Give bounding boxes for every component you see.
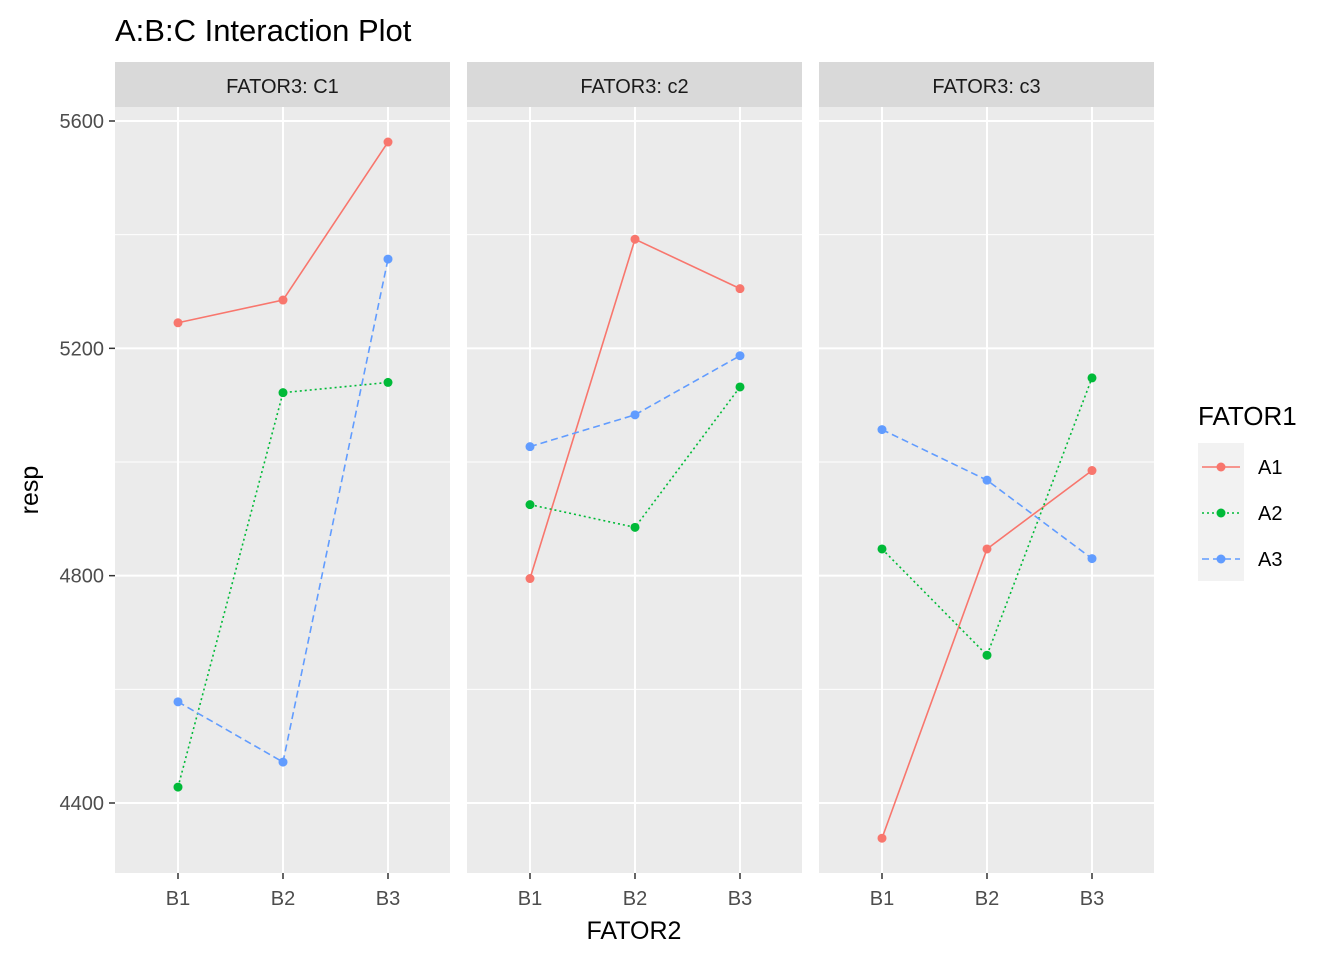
facet-panel: FATOR3: C1 B1 B2 B3 — [115, 62, 450, 910]
x-tick-label: B3 — [728, 888, 752, 910]
data-point-a1 — [525, 574, 535, 584]
legend-key-point-a3 — [1216, 554, 1226, 564]
data-point-a1 — [278, 295, 288, 305]
legend-label-a2: A2 — [1258, 503, 1282, 525]
data-point-a1 — [383, 137, 393, 147]
data-point-a1 — [735, 284, 745, 294]
data-point-a1 — [173, 318, 183, 328]
data-point-a2 — [383, 377, 393, 387]
x-tick-label: B1 — [166, 888, 190, 910]
data-point-a1 — [630, 234, 640, 244]
y-tick-label: 5200 — [60, 338, 105, 360]
legend-label-a1: A1 — [1258, 457, 1282, 479]
x-tick-label: B3 — [1080, 888, 1104, 910]
data-point-a3 — [630, 410, 640, 420]
data-point-a2 — [877, 544, 887, 554]
legend: FATOR1 A1 A2 A3 — [1198, 401, 1297, 581]
facet-strip-label: FATOR3: c3 — [932, 76, 1040, 98]
x-tick-label: B2 — [623, 888, 647, 910]
data-point-a3 — [877, 425, 887, 435]
series-line-a2 — [177, 381, 389, 788]
data-point-a2 — [982, 650, 992, 660]
facet-strip — [467, 62, 802, 107]
x-tick-label: B2 — [975, 888, 999, 910]
data-point-a1 — [982, 544, 992, 554]
data-point-a3 — [525, 442, 535, 452]
facet-strip-label: FATOR3: C1 — [226, 76, 339, 98]
data-point-a2 — [1087, 373, 1097, 383]
facet-strip — [115, 62, 450, 107]
facet-strip — [819, 62, 1154, 107]
data-point-a3 — [982, 475, 992, 485]
legend-key-point-a2 — [1216, 508, 1226, 518]
x-tick-label: B1 — [870, 888, 894, 910]
x-tick-label: B2 — [271, 888, 295, 910]
chart-title: A:B:C Interaction Plot — [115, 13, 412, 48]
data-point-a2 — [173, 782, 183, 792]
data-point-a3 — [735, 351, 745, 361]
legend-title: FATOR1 — [1198, 401, 1297, 431]
data-point-a3 — [383, 254, 393, 264]
data-point-a1 — [877, 833, 887, 843]
data-point-a2 — [525, 500, 535, 510]
y-axis-title: resp — [16, 466, 44, 515]
x-tick-label: B1 — [518, 888, 542, 910]
y-tick-label: 5600 — [60, 111, 105, 133]
y-tick-label: 4800 — [60, 566, 105, 588]
x-tick-label: B3 — [376, 888, 400, 910]
data-point-a1 — [1087, 466, 1097, 476]
data-point-a2 — [278, 388, 288, 398]
data-point-a3 — [1087, 554, 1097, 564]
facet-panel: FATOR3: c2 B1 B2 B3 — [467, 62, 802, 910]
data-point-a3 — [278, 757, 288, 767]
series-line-a2 — [529, 386, 741, 529]
y-tick-label: 4400 — [60, 793, 105, 815]
facet-panel: FATOR3: c3 B1 B2 B3 — [819, 62, 1154, 910]
y-axis: 4400 4800 5200 5600 — [60, 111, 115, 815]
legend-label-a3: A3 — [1258, 549, 1282, 571]
facet-strip-label: FATOR3: c2 — [580, 76, 688, 98]
data-point-a2 — [735, 382, 745, 392]
series-line-a3 — [529, 355, 741, 448]
data-point-a2 — [630, 522, 640, 532]
x-axis-title: FATOR2 — [587, 917, 682, 945]
legend-key-point-a1 — [1216, 462, 1226, 472]
data-point-a3 — [173, 697, 183, 707]
